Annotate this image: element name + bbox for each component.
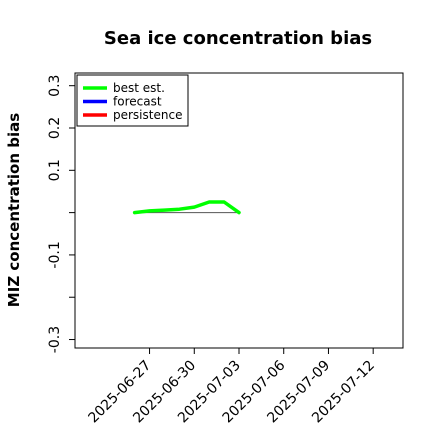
legend-label: persistence: [113, 108, 182, 122]
legend-label: forecast: [113, 95, 162, 109]
plot-area: -0.3-0.10.10.20.32025-06-272025-06-30202…: [47, 75, 378, 427]
legend-label: best est.: [113, 81, 165, 95]
y-tick-label: -0.3: [47, 326, 63, 353]
y-axis-label: MIZ concentration bias: [5, 113, 23, 307]
y-tick-label: 0.3: [47, 75, 63, 97]
y-tick-label: -0.1: [47, 241, 63, 268]
chart-title: Sea ice concentration bias: [104, 28, 372, 49]
y-tick-label: 0.1: [47, 159, 63, 181]
plot-frame: [74, 72, 404, 349]
series-line-best-est: [132, 200, 241, 215]
y-tick-label: 0.2: [47, 117, 63, 139]
